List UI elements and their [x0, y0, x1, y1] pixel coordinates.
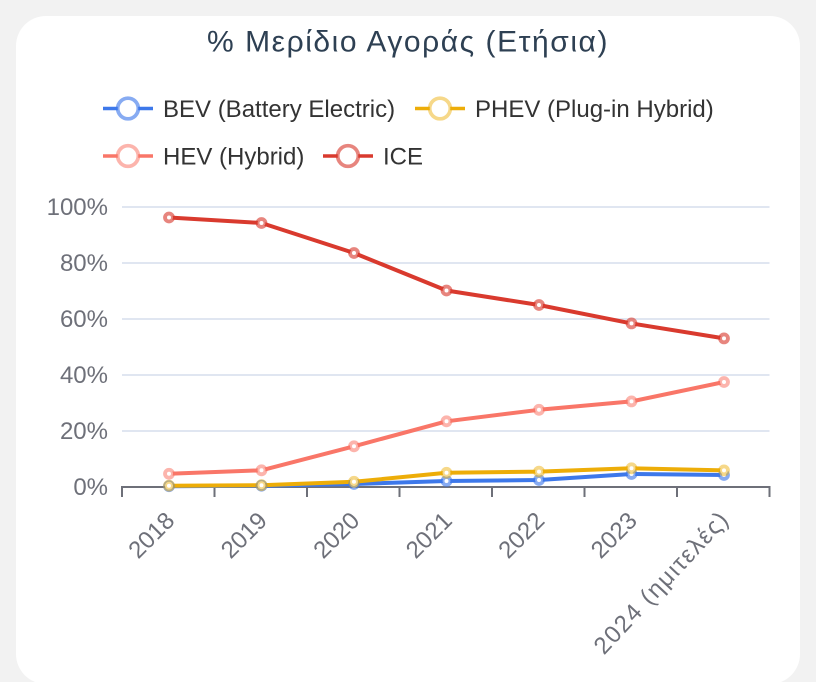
svg-text:ICE: ICE [383, 144, 423, 171]
svg-text:40%: 40% [60, 362, 108, 389]
svg-text:0%: 0% [73, 474, 108, 501]
svg-text:100%: 100% [47, 194, 108, 221]
svg-text:60%: 60% [60, 306, 108, 333]
svg-text:BEV (Battery Electric): BEV (Battery Electric) [163, 96, 395, 123]
svg-text:20%: 20% [60, 418, 108, 445]
svg-text:PHEV (Plug-in Hybrid): PHEV (Plug-in Hybrid) [475, 96, 714, 123]
svg-text:HEV (Hybrid): HEV (Hybrid) [163, 144, 304, 171]
svg-text:80%: 80% [60, 250, 108, 277]
svg-text:% Μερίδιο Αγοράς (Ετήσια): % Μερίδιο Αγοράς (Ετήσια) [207, 26, 609, 59]
